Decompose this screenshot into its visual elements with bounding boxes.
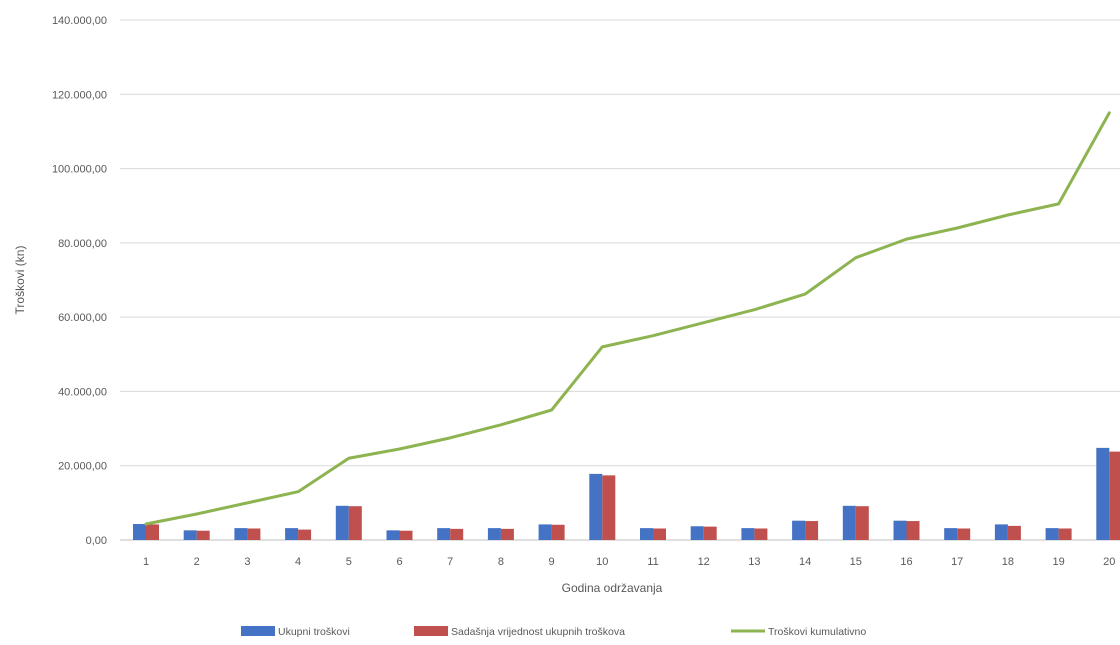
x-tick-label: 14	[799, 556, 811, 568]
bar	[196, 530, 210, 540]
bar	[754, 528, 768, 540]
legend-label: Ukupni troškovi	[278, 626, 350, 638]
legend-label: Sadašnja vrijednost ukupnih troškova	[451, 626, 625, 638]
bar	[741, 528, 755, 540]
x-tick-label: 16	[900, 556, 912, 568]
bar	[792, 520, 806, 540]
x-tick-label: 11	[647, 556, 658, 568]
bar	[1096, 447, 1110, 540]
bar	[298, 529, 312, 540]
x-tick-label: 3	[244, 556, 250, 568]
x-tick-label: 8	[498, 556, 504, 568]
line-series	[144, 111, 1111, 526]
x-tick-label: 12	[698, 556, 710, 568]
bar	[551, 524, 565, 540]
bar	[487, 528, 501, 540]
bar	[538, 524, 552, 540]
series-line	[144, 111, 1111, 526]
bar	[1045, 528, 1059, 540]
gridlines	[120, 19, 1120, 541]
bar	[399, 530, 413, 540]
legend: Ukupni troškovi Sadašnja vrijednost ukupn…	[241, 626, 866, 638]
x-tick-label: 17	[951, 556, 963, 568]
y-axis-ticks: 0,00 20.000,00 40.000,00 60.000,00 80.000,00…	[52, 15, 107, 547]
y-tick-label: 120.000,00	[52, 89, 107, 101]
bar	[450, 528, 464, 540]
x-axis: 1 2 3 4 5 6 7 8 9 10 11 12 13 14 15 16 17 18 19 20	[143, 556, 1115, 568]
y-tick-label: 20.000,00	[58, 461, 107, 473]
bar	[437, 528, 451, 540]
y-tick-label: 140.000,00	[52, 15, 107, 27]
x-tick-label: 5	[346, 556, 352, 568]
legend-bar-swatch	[241, 626, 275, 636]
bar	[348, 506, 362, 540]
legend-bar-swatch	[414, 626, 448, 636]
bar	[906, 521, 920, 540]
x-tick-label: 18	[1002, 556, 1014, 568]
bar-series	[133, 447, 1120, 540]
bar	[994, 524, 1008, 540]
bar	[703, 526, 717, 540]
x-tick-label: 20	[1103, 556, 1115, 568]
bar	[133, 524, 146, 540]
bar	[386, 530, 400, 540]
bar	[944, 528, 958, 540]
bar	[690, 526, 704, 540]
x-tick-label: 6	[396, 556, 402, 568]
bar	[500, 528, 514, 540]
bar	[855, 506, 869, 540]
bar	[653, 528, 666, 540]
legend-label: Troškovi kumulativno	[768, 626, 866, 638]
bar	[589, 473, 603, 540]
y-axis-title: Troškovi (kn)	[13, 246, 27, 315]
bar	[234, 528, 248, 540]
y-tick-label: 40.000,00	[58, 386, 107, 398]
bar	[285, 528, 299, 540]
x-tick-label: 19	[1052, 556, 1064, 568]
bar	[335, 505, 349, 540]
y-tick-label: 80.000,00	[58, 238, 107, 250]
bar	[146, 524, 159, 540]
x-tick-label: 10	[596, 556, 608, 568]
bar	[1058, 528, 1072, 540]
x-tick-label: 13	[748, 556, 760, 568]
x-tick-label: 7	[447, 556, 453, 568]
x-axis-title: Godina održavanja	[562, 581, 663, 595]
bar	[247, 528, 261, 540]
y-tick-label: 60.000,00	[58, 312, 107, 324]
bar	[1109, 451, 1120, 540]
x-tick-label: 2	[194, 556, 200, 568]
bar	[842, 505, 856, 540]
bar	[893, 520, 907, 540]
x-tick-label: 4	[295, 556, 301, 568]
bar	[1007, 525, 1021, 540]
x-tick-label: 9	[549, 556, 555, 568]
y-tick-label: 100.000,00	[52, 164, 107, 176]
bar	[805, 521, 819, 540]
bar	[957, 528, 971, 540]
x-tick-label: 15	[850, 556, 862, 568]
bar	[640, 528, 653, 540]
bar	[602, 475, 616, 540]
y-tick-label: 0,00	[86, 535, 107, 547]
bar	[183, 530, 197, 540]
x-tick-label: 1	[143, 556, 149, 568]
